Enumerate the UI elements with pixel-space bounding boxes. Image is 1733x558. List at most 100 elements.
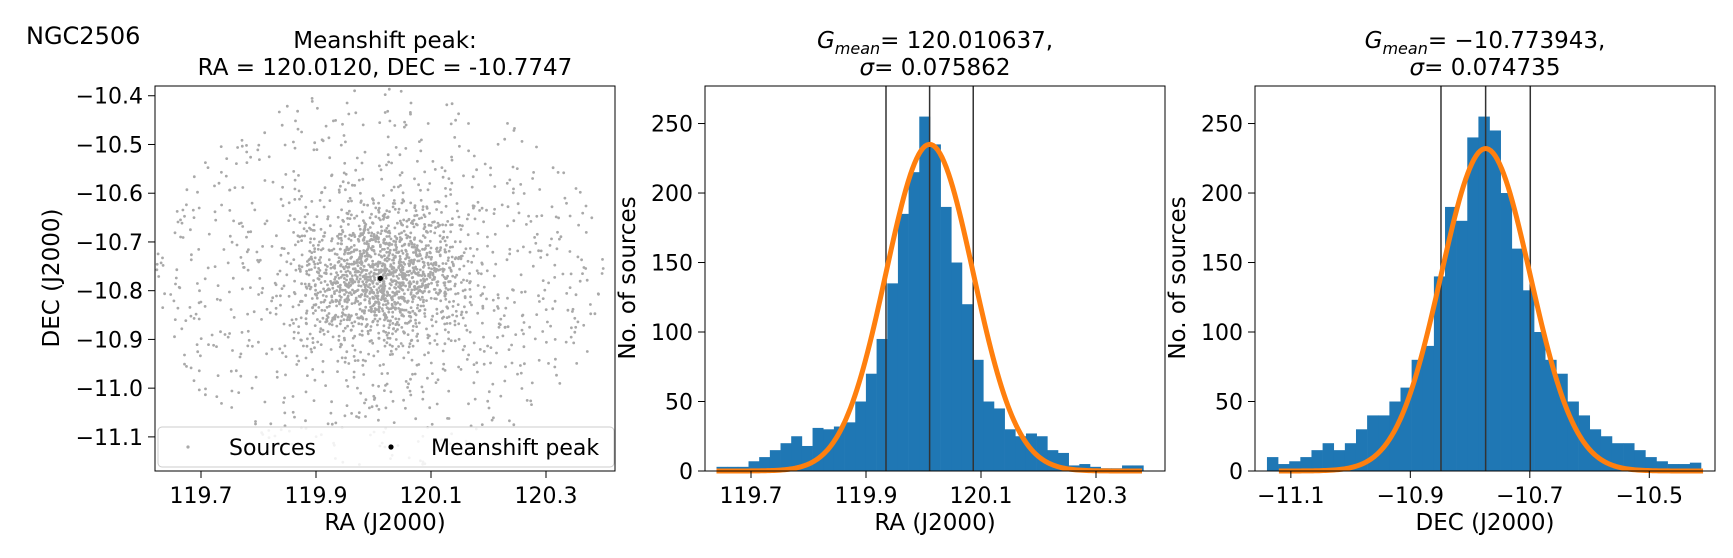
legend-box xyxy=(157,426,615,468)
source-point xyxy=(312,260,316,264)
source-point xyxy=(232,219,236,223)
source-point xyxy=(364,415,367,418)
source-point xyxy=(246,344,250,348)
source-point xyxy=(584,204,588,208)
source-point xyxy=(404,308,408,312)
source-point xyxy=(398,255,402,258)
source-point xyxy=(434,263,438,267)
source-point xyxy=(398,309,402,313)
source-point xyxy=(576,255,580,259)
dec-hist-bar xyxy=(1534,332,1546,471)
source-point xyxy=(335,324,339,328)
source-point xyxy=(284,355,288,358)
source-point xyxy=(198,289,201,293)
source-point xyxy=(444,297,448,301)
source-point xyxy=(405,253,409,257)
source-point xyxy=(374,206,378,210)
legend-peak-marker xyxy=(388,444,394,450)
source-point xyxy=(245,161,249,165)
source-point xyxy=(500,203,504,207)
source-point xyxy=(408,269,412,273)
source-point xyxy=(384,242,387,246)
source-point xyxy=(339,184,342,188)
source-point xyxy=(419,188,422,192)
source-point xyxy=(197,369,201,373)
source-point xyxy=(329,263,333,266)
source-point xyxy=(400,249,404,253)
source-point xyxy=(296,240,300,244)
source-point xyxy=(245,250,249,254)
source-point xyxy=(367,352,370,356)
source-point xyxy=(300,265,304,269)
source-point xyxy=(435,312,439,315)
source-point xyxy=(281,351,284,355)
source-point xyxy=(593,312,597,316)
source-point xyxy=(197,206,201,210)
source-point xyxy=(397,317,401,321)
source-point xyxy=(417,271,420,274)
source-point xyxy=(340,257,343,261)
source-point xyxy=(304,419,307,423)
source-point xyxy=(246,230,250,234)
ra-hist-bar xyxy=(812,427,824,471)
source-point xyxy=(392,261,396,265)
source-point xyxy=(435,402,439,406)
source-point xyxy=(481,321,484,325)
source-point xyxy=(300,282,303,286)
source-point xyxy=(411,372,414,376)
source-point xyxy=(324,263,327,267)
source-point xyxy=(458,144,461,148)
source-point xyxy=(353,248,356,252)
source-point xyxy=(304,390,308,394)
source-point xyxy=(401,223,404,227)
source-point xyxy=(384,313,388,317)
source-point xyxy=(429,257,433,261)
source-point xyxy=(432,276,436,279)
source-point xyxy=(529,399,533,403)
source-point xyxy=(316,262,320,265)
source-point xyxy=(364,258,368,262)
source-point xyxy=(292,140,295,144)
source-point xyxy=(345,318,349,322)
dec-y-tick-label: 250 xyxy=(1201,113,1243,138)
source-point xyxy=(387,224,390,228)
source-point xyxy=(441,175,445,179)
source-point xyxy=(303,215,307,219)
source-point xyxy=(287,294,291,298)
ra-hist-bar xyxy=(972,359,984,471)
source-point xyxy=(419,149,423,153)
source-point xyxy=(295,354,299,358)
source-point xyxy=(231,276,235,280)
source-point xyxy=(249,230,253,234)
source-point xyxy=(344,356,347,360)
source-point xyxy=(285,273,289,277)
source-point xyxy=(416,332,419,336)
source-point xyxy=(400,313,404,317)
source-point xyxy=(371,383,375,387)
source-point xyxy=(386,372,389,375)
source-point xyxy=(180,327,184,331)
source-point xyxy=(330,174,333,178)
source-point xyxy=(441,267,445,271)
source-point xyxy=(370,231,374,235)
source-point xyxy=(334,421,338,425)
source-point xyxy=(367,278,370,282)
source-point xyxy=(360,333,364,337)
ra-gaussian-fit xyxy=(716,141,1143,474)
source-point xyxy=(508,252,512,256)
source-point xyxy=(323,290,327,293)
source-point xyxy=(434,381,438,384)
source-point xyxy=(362,231,366,235)
source-point xyxy=(407,320,411,324)
source-point xyxy=(469,247,472,250)
source-point xyxy=(345,262,349,265)
source-point xyxy=(418,249,421,253)
source-point xyxy=(578,190,582,194)
source-point xyxy=(320,275,323,278)
source-point xyxy=(468,330,472,334)
dec-title-sigma-symbol: σ xyxy=(1410,55,1426,81)
source-point xyxy=(254,375,258,379)
source-point xyxy=(267,155,271,159)
dec-y-tick-label: 0 xyxy=(1229,460,1243,485)
source-point xyxy=(428,406,432,410)
